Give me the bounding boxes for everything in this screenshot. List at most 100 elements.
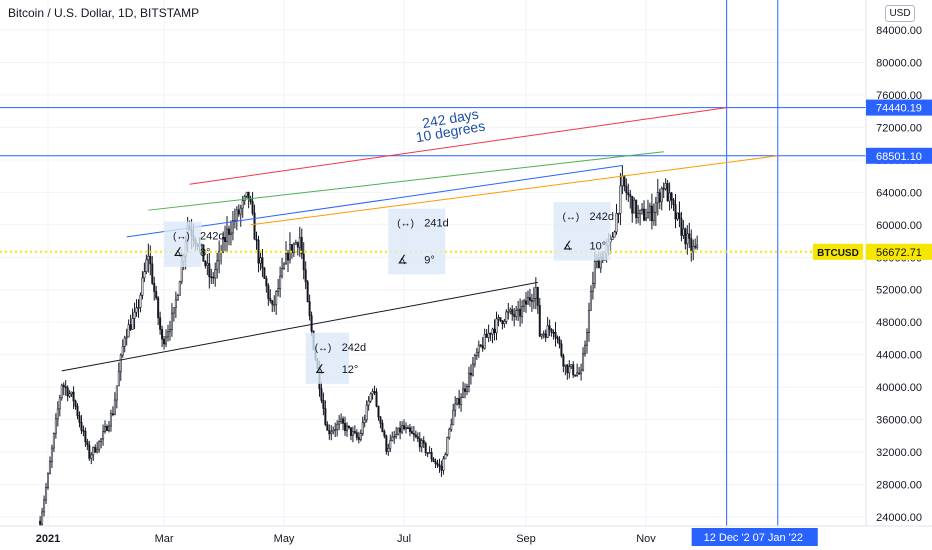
- measure-angle: 8°: [200, 247, 211, 259]
- candle-body: [436, 463, 439, 466]
- candle-body: [178, 281, 181, 296]
- currency-badge[interactable]: USD: [885, 5, 915, 22]
- candle-body: [340, 418, 343, 422]
- candle-body: [224, 237, 227, 242]
- candle-body: [119, 354, 122, 372]
- candle-body: [129, 324, 132, 330]
- candle-body: [247, 191, 250, 199]
- candle-body: [412, 433, 415, 436]
- candle-body: [666, 183, 669, 202]
- candle-body: [570, 364, 573, 367]
- candle-body: [503, 321, 506, 325]
- candle-body: [74, 400, 77, 407]
- candle-body: [281, 267, 284, 277]
- symbol-tag-label: BTCUSD: [817, 248, 859, 259]
- candle-body: [241, 200, 244, 209]
- candle-body: [493, 328, 496, 334]
- candle-body: [479, 344, 482, 347]
- candle-body: [658, 192, 661, 203]
- candle-body: [159, 317, 162, 330]
- candle-body: [613, 231, 616, 238]
- candle-body: [170, 312, 173, 330]
- candle-body: [680, 218, 683, 236]
- candle-body: [332, 429, 335, 433]
- last-price-label: 56672.71: [876, 247, 922, 259]
- candle-body: [377, 405, 380, 418]
- candle-body: [652, 211, 655, 222]
- last-price-badge: [866, 243, 932, 260]
- candle-body: [523, 300, 526, 307]
- candle-body: [440, 466, 443, 471]
- candle-body: [489, 332, 492, 335]
- candle-body: [253, 212, 256, 240]
- time-tick-label: Mar: [155, 533, 174, 545]
- candle-body: [304, 269, 307, 283]
- candle-body: [102, 431, 105, 440]
- candle-body: [298, 237, 301, 248]
- candle-body: [155, 291, 158, 299]
- price-tick-label: 60000.00: [876, 220, 922, 232]
- candle-body: [275, 291, 278, 305]
- candle-body: [50, 447, 53, 462]
- price-tick-label: 28000.00: [876, 480, 922, 492]
- candle-body: [544, 333, 547, 338]
- candle-body: [133, 311, 136, 319]
- candle-body: [471, 363, 474, 376]
- candle-body: [643, 208, 646, 221]
- candle-body: [387, 447, 390, 452]
- candle-body: [572, 364, 575, 376]
- candle-body: [204, 261, 207, 266]
- candle-body: [637, 213, 640, 218]
- measure-angle-icon: ∡: [397, 252, 408, 266]
- candle-body: [525, 300, 528, 305]
- candle-body: [434, 461, 437, 464]
- candle-body: [344, 423, 347, 431]
- candle-body: [96, 448, 99, 453]
- candle-body: [438, 464, 441, 467]
- candle-body: [501, 320, 504, 325]
- candle-body: [113, 399, 116, 415]
- candle-body: [257, 239, 260, 264]
- trend-line-blue: [126, 165, 623, 238]
- candle-body: [686, 233, 689, 245]
- candle-body: [578, 372, 581, 375]
- chart-title: Bitcoin / U.S. Dollar, 1D, BITSTAMP: [8, 6, 200, 20]
- candle-body: [206, 263, 209, 266]
- measure-box: [388, 208, 446, 275]
- candle-body: [347, 425, 350, 428]
- candle-body: [137, 307, 140, 309]
- candle-body: [41, 511, 44, 525]
- candle-body: [696, 244, 699, 248]
- trend-line-black: [61, 281, 538, 372]
- candle-body: [117, 371, 120, 387]
- candle-body: [320, 388, 323, 401]
- candle-body: [401, 425, 404, 433]
- candle-body: [86, 441, 89, 446]
- candle-body: [554, 332, 557, 338]
- candle-body: [296, 242, 299, 248]
- candle-body: [60, 384, 63, 399]
- measure-days: 242d: [200, 231, 224, 243]
- candle-body: [166, 331, 169, 338]
- candle-body: [420, 440, 423, 448]
- candle-body: [355, 432, 358, 438]
- candle-body: [379, 416, 382, 424]
- candle-body: [416, 436, 419, 439]
- candle-body: [424, 443, 427, 453]
- price-axis: [866, 0, 932, 550]
- candle-body: [631, 196, 634, 214]
- candle-body: [399, 427, 402, 433]
- candle-body: [263, 267, 266, 279]
- candle-body: [428, 452, 431, 454]
- candle-body: [690, 238, 693, 253]
- candle-body: [662, 187, 665, 190]
- candle-body: [627, 192, 630, 196]
- candle-body: [286, 252, 289, 261]
- candle-body: [292, 243, 295, 253]
- candle-body: [45, 486, 48, 501]
- time-tick-label: Sep: [516, 533, 536, 545]
- candle-body: [88, 444, 91, 459]
- candle-body: [509, 309, 512, 312]
- candle-body: [432, 458, 435, 462]
